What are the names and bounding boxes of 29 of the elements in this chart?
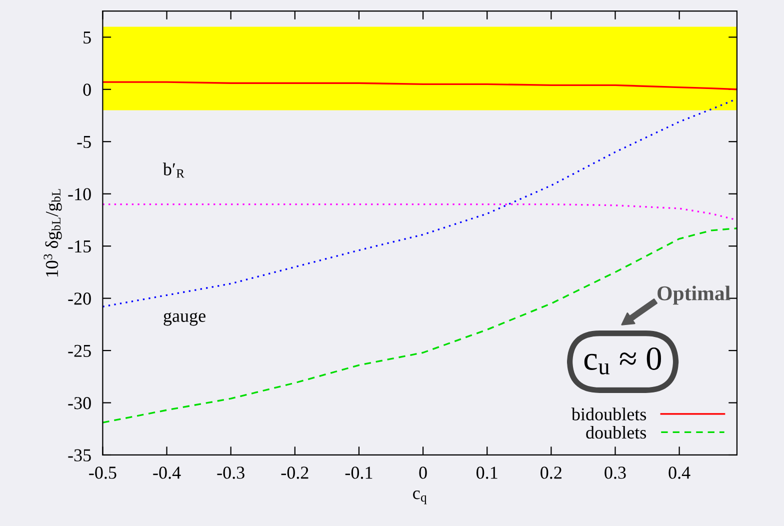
x-axis-title: c$_{q}$ xyxy=(413,490,427,504)
line-series xyxy=(102,227,737,424)
x-tick-label: 0.4 xyxy=(668,466,690,479)
x-tick-label: 0.1 xyxy=(476,466,498,479)
x-tick-label: 0.3 xyxy=(604,466,626,479)
y-tick-label: -15 xyxy=(68,240,91,253)
y-axis-title: 10$^{3}$ δg$_{bL}$/g$_{bL}$ xyxy=(44,189,62,277)
x-tick-label: -0.4 xyxy=(153,466,181,479)
x-tick-label: 0 xyxy=(419,466,427,479)
y-tick-label: -10 xyxy=(68,188,91,200)
y-tick-label: -25 xyxy=(68,344,91,357)
annotation: c$_{u}$ ≈ 0 xyxy=(584,347,661,374)
x-tick-label: -0.2 xyxy=(281,466,308,479)
x-tick-label: 0.2 xyxy=(540,466,562,479)
y-tick-label: 0 xyxy=(83,84,91,96)
y-tick-label: -30 xyxy=(68,397,91,410)
x-tick-label: -0.5 xyxy=(89,466,116,479)
y-tick-label: 5 xyxy=(84,32,91,44)
x-tick-label: -0.1 xyxy=(345,466,372,479)
x-tick-label: -0.3 xyxy=(217,466,244,479)
annotation: gauge xyxy=(164,312,206,326)
y-tick-label: -35 xyxy=(68,449,91,462)
legend-label: doublets xyxy=(586,426,646,439)
y-tick-label: -20 xyxy=(68,292,91,305)
line-series xyxy=(102,81,737,90)
annotation: b′$_{R}$ xyxy=(162,162,184,178)
y-tick-label: -5 xyxy=(77,136,91,148)
legend-label: bidoublets xyxy=(571,408,646,420)
annotation: Optimal xyxy=(658,286,730,305)
